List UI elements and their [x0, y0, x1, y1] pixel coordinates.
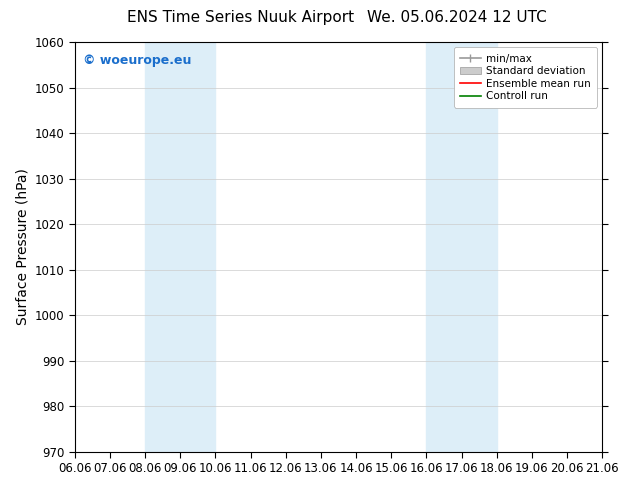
Text: © woeurope.eu: © woeurope.eu	[82, 54, 191, 67]
Text: We. 05.06.2024 12 UTC: We. 05.06.2024 12 UTC	[366, 10, 547, 25]
Y-axis label: Surface Pressure (hPa): Surface Pressure (hPa)	[15, 169, 29, 325]
Legend: min/max, Standard deviation, Ensemble mean run, Controll run: min/max, Standard deviation, Ensemble me…	[454, 47, 597, 108]
Bar	[145, 42, 216, 452]
Bar	[427, 42, 496, 452]
Text: ENS Time Series Nuuk Airport: ENS Time Series Nuuk Airport	[127, 10, 354, 25]
